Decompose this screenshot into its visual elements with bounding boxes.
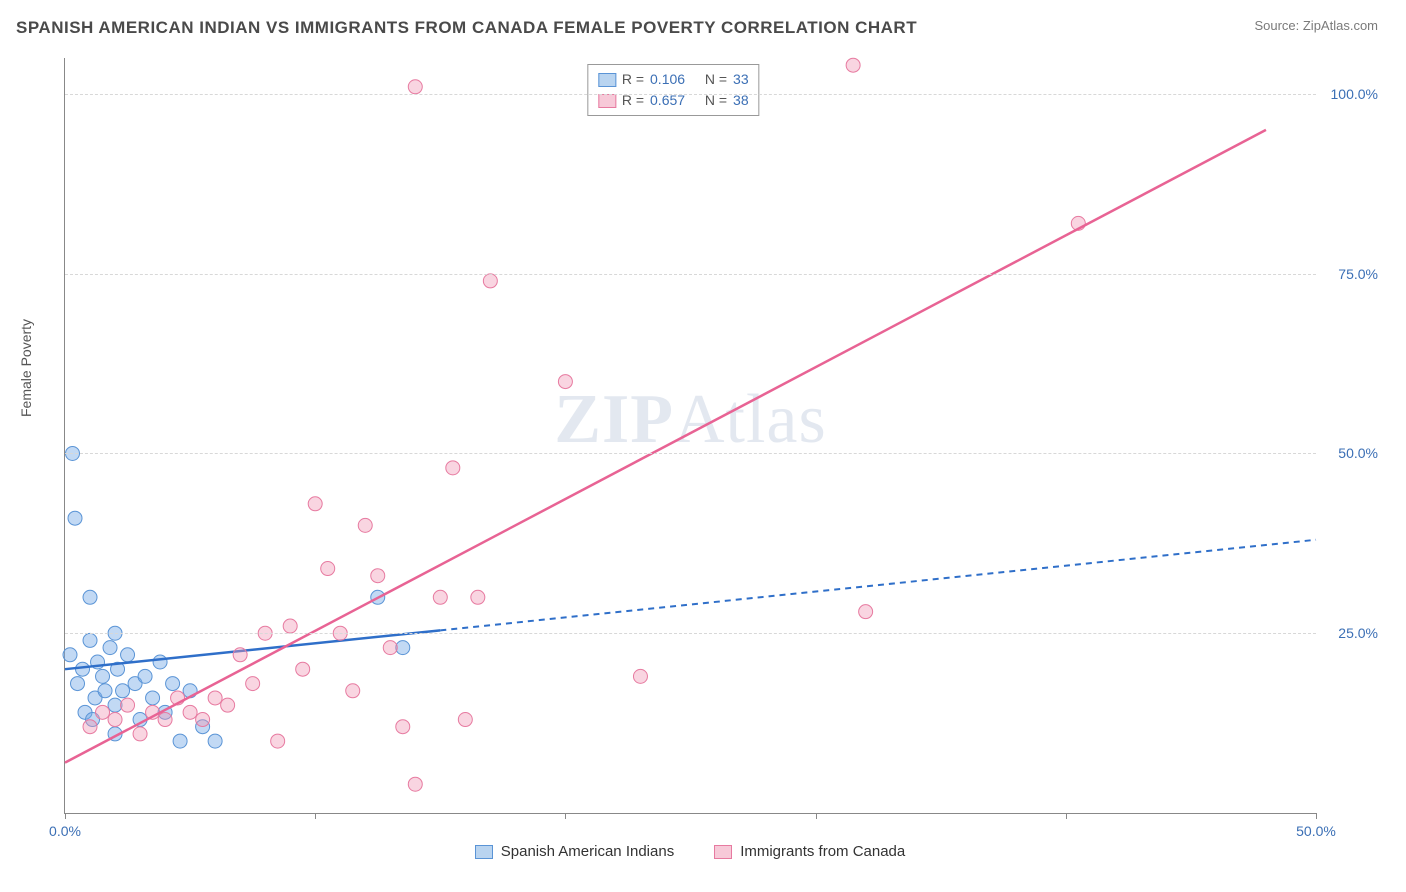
r-label: R = (622, 69, 644, 90)
y-axis-label: Female Poverty (18, 319, 34, 417)
y-tick-label: 50.0% (1338, 445, 1378, 461)
data-point (121, 648, 135, 662)
x-tick-label: 50.0% (1296, 823, 1336, 839)
data-point (308, 497, 322, 511)
data-point (208, 691, 222, 705)
data-point (846, 58, 860, 72)
data-point (158, 713, 172, 727)
data-point (396, 641, 410, 655)
legend-item-1: Immigrants from Canada (714, 843, 905, 860)
data-point (83, 720, 97, 734)
data-point (63, 648, 77, 662)
data-point (358, 518, 372, 532)
data-point (271, 734, 285, 748)
data-point (283, 619, 297, 633)
data-point (233, 648, 247, 662)
legend-item-0: Spanish American Indians (475, 843, 674, 860)
data-point (173, 734, 187, 748)
legend-stats: R = 0.106 N = 33 R = 0.657 N = 38 (587, 64, 760, 116)
n-label: N = (705, 69, 727, 90)
data-point (396, 720, 410, 734)
data-point (433, 590, 447, 604)
data-point (108, 713, 122, 727)
data-point (321, 562, 335, 576)
chart-title: SPANISH AMERICAN INDIAN VS IMMIGRANTS FR… (16, 18, 917, 38)
data-point (371, 569, 385, 583)
legend-label-1: Immigrants from Canada (740, 843, 905, 860)
data-point (558, 375, 572, 389)
data-point (116, 684, 130, 698)
data-point (96, 669, 110, 683)
legend-swatch-pink (598, 94, 616, 108)
data-point (146, 691, 160, 705)
data-point (98, 684, 112, 698)
data-point (296, 662, 310, 676)
data-point (71, 677, 85, 691)
legend-swatch-0 (475, 845, 493, 859)
data-point (383, 641, 397, 655)
data-point (96, 705, 110, 719)
plot-area: ZIPAtlas R = 0.106 N = 33 R = 0.657 N = … (64, 58, 1316, 814)
trend-line (65, 130, 1266, 763)
data-point (76, 662, 90, 676)
trend-line-extrapolated (440, 540, 1316, 631)
plot-svg (65, 58, 1316, 813)
data-point (183, 705, 197, 719)
x-tick-label: 0.0% (49, 823, 81, 839)
legend-swatch-blue (598, 73, 616, 87)
legend-series: Spanish American Indians Immigrants from… (64, 843, 1316, 860)
data-point (446, 461, 460, 475)
y-tick-label: 100.0% (1331, 86, 1378, 102)
data-point (246, 677, 260, 691)
data-point (859, 605, 873, 619)
data-point (633, 669, 647, 683)
data-point (108, 698, 122, 712)
data-point (471, 590, 485, 604)
data-point (133, 727, 147, 741)
data-point (208, 734, 222, 748)
data-point (121, 698, 135, 712)
data-point (221, 698, 235, 712)
data-point (458, 713, 472, 727)
y-tick-label: 75.0% (1338, 266, 1378, 282)
n-value-0: 33 (733, 69, 749, 90)
y-tick-label: 25.0% (1338, 625, 1378, 641)
r-value-0: 0.106 (650, 69, 685, 90)
chart-container: Female Poverty ZIPAtlas R = 0.106 N = 33… (34, 52, 1386, 862)
data-point (138, 669, 152, 683)
data-point (408, 80, 422, 94)
data-point (83, 633, 97, 647)
data-point (196, 713, 210, 727)
data-point (68, 511, 82, 525)
data-point (408, 777, 422, 791)
data-point (153, 655, 167, 669)
source-attribution: Source: ZipAtlas.com (1254, 18, 1378, 33)
data-point (346, 684, 360, 698)
data-point (483, 274, 497, 288)
data-point (166, 677, 180, 691)
legend-swatch-1 (714, 845, 732, 859)
data-point (83, 590, 97, 604)
data-point (103, 641, 117, 655)
legend-label-0: Spanish American Indians (501, 843, 674, 860)
